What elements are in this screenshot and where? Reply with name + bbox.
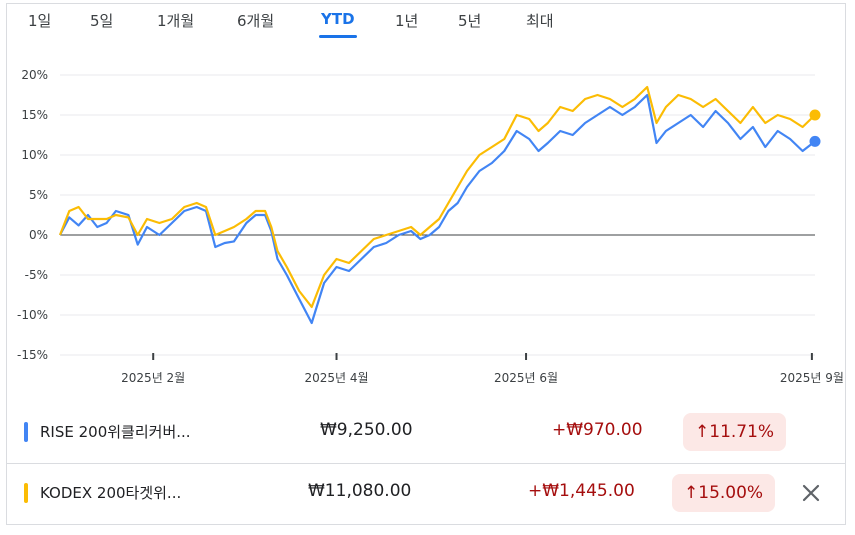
fund-change: +₩1,445.00 (528, 481, 635, 501)
legend-row-rise[interactable]: RISE 200위클리커버... ₩9,250.00 +₩970.00 ↑11.… (6, 403, 846, 463)
tab-1m[interactable]: 1개월 (157, 12, 195, 30)
y-tick-label: 5% (29, 188, 48, 202)
x-tick-label: 2025년 2월 (121, 371, 185, 385)
percent-value: 15.00% (698, 483, 764, 503)
y-tick-label: 0% (29, 228, 48, 242)
tab-max[interactable]: 최대 (526, 12, 554, 30)
percent-badge: ↑15.00% (672, 474, 776, 512)
tab-6m[interactable]: 6개월 (237, 12, 275, 30)
percent-value: 11.71% (709, 422, 775, 442)
close-icon[interactable] (800, 482, 822, 504)
fund-price: ₩9,250.00 (320, 420, 413, 440)
x-tick-label: 2025년 4월 (304, 371, 368, 385)
series-line-2 (58, 85, 816, 309)
series-end-dot-2 (809, 109, 821, 121)
tab-1y[interactable]: 1년 (395, 12, 419, 30)
tab-5d[interactable]: 5일 (90, 12, 114, 30)
range-tabs: 1일 5일 1개월 6개월 YTD 1년 5년 최대 (0, 0, 855, 40)
y-tick-label: -10% (17, 308, 48, 322)
legend-row-kodex[interactable]: KODEX 200타겟위... ₩11,080.00 +₩1,445.00 ↑1… (6, 463, 846, 523)
arrow-up-icon: ↑ (684, 483, 699, 503)
series-end-dot-1 (809, 135, 821, 147)
y-tick-label: 15% (21, 108, 48, 122)
price-chart[interactable]: 20% 15% 10% 5% 0% -5% -10% -15% 2025년 2월 2025년 4월… (0, 0, 855, 400)
series-color-marker (24, 422, 28, 442)
x-tick-label: 2025년 6월 (494, 371, 558, 385)
percent-badge: ↑11.71% (683, 413, 787, 451)
fund-name: RISE 200위클리커버... (40, 423, 191, 441)
fund-price: ₩11,080.00 (308, 481, 412, 501)
arrow-up-icon: ↑ (695, 422, 710, 442)
fund-name: KODEX 200타겟위... (40, 484, 182, 502)
tab-5y[interactable]: 5년 (458, 12, 482, 30)
series-color-marker (24, 483, 28, 503)
series-line-1 (59, 93, 816, 325)
tab-ytd[interactable]: YTD (319, 10, 357, 38)
tab-1d[interactable]: 1일 (28, 12, 52, 30)
fund-change: +₩970.00 (552, 420, 643, 440)
x-tick-label: 2025년 9월 (780, 371, 844, 385)
y-tick-label: -5% (25, 268, 48, 282)
y-tick-label: 20% (21, 68, 48, 82)
y-tick-label: 10% (21, 148, 48, 162)
y-tick-label: -15% (17, 348, 48, 362)
